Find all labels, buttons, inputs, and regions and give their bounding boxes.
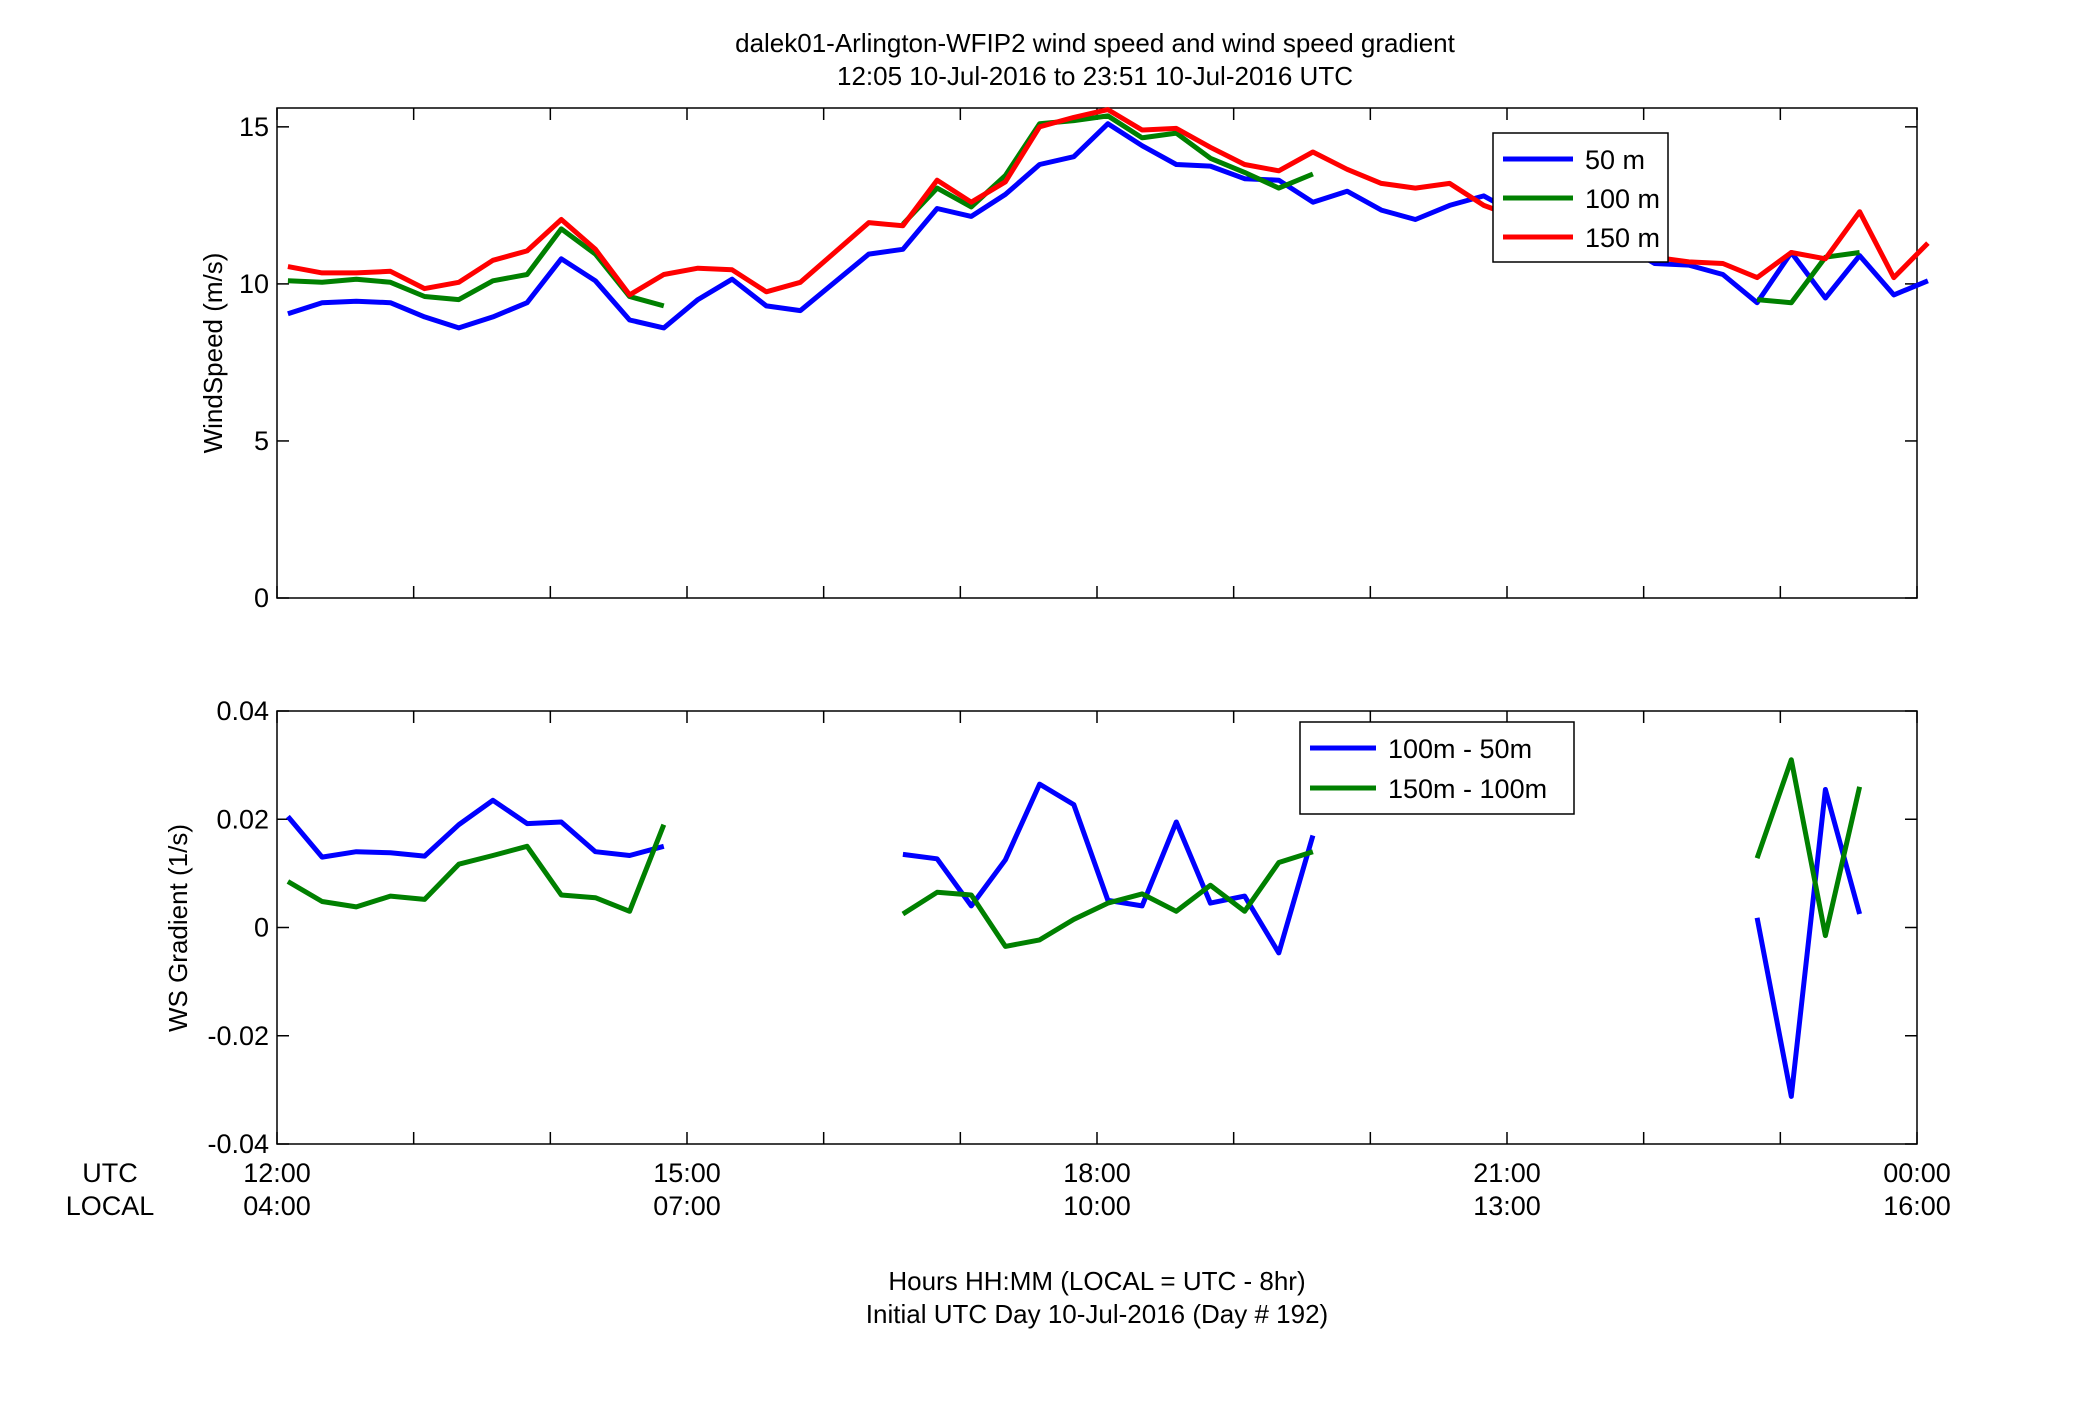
gradient-legend-box	[1299, 721, 1575, 815]
x-tick-label-local: 16:00	[1883, 1191, 1951, 1221]
gradient-legend-label: 150m - 100m	[1388, 774, 1547, 804]
x-tick-label-utc: 00:00	[1883, 1158, 1951, 1188]
x-tick-label-utc: 15:00	[653, 1158, 721, 1188]
gradient-series-150m-100m-line	[901, 849, 1314, 949]
windspeed-series-50-m-line	[287, 121, 1929, 331]
gradient-legend-label: 100m - 50m	[1388, 734, 1532, 764]
utc-row-label: UTC	[82, 1158, 138, 1188]
gradient-series-150m-100m-line	[1754, 757, 1863, 939]
x-axis-sublabel: Initial UTC Day 10-Jul-2016 (Day # 192)	[866, 1299, 1328, 1329]
x-tick-label-local: 07:00	[653, 1191, 721, 1221]
windspeed-series-100-m-line	[1756, 250, 1860, 306]
windspeed-legend-label: 100 m	[1585, 184, 1660, 214]
x-tick-label-local: 13:00	[1473, 1191, 1541, 1221]
windspeed-plot-area	[276, 107, 1918, 599]
gradient-series-150m-100m-line	[286, 823, 667, 914]
x-axis-label: Hours HH:MM (LOCAL = UTC - 8hr)	[888, 1266, 1305, 1296]
x-tick-label-local: 04:00	[243, 1191, 311, 1221]
gradient-series-100m-50m-line	[902, 781, 1316, 956]
gradient-series-100m-50m-line	[285, 797, 665, 860]
gradient-y-tick-label: -0.04	[207, 1129, 269, 1159]
windspeed-legend-label: 50 m	[1585, 145, 1645, 175]
windspeed-legend: 50 m 100 m 150 m	[1492, 132, 1669, 263]
chart-title-line2: 12:05 10-Jul-2016 to 23:51 10-Jul-2016 U…	[837, 61, 1353, 91]
gradient-y-tick-label: 0.02	[216, 804, 269, 834]
windspeed-series-100-m-line	[901, 113, 1314, 226]
gradient-y-tick-label: -0.02	[207, 1021, 269, 1051]
x-tick-label-utc: 18:00	[1063, 1158, 1131, 1188]
windspeed-legend-label: 150 m	[1585, 223, 1660, 253]
x-tick-label-utc: 12:00	[243, 1158, 311, 1188]
local-row-label: LOCAL	[66, 1191, 155, 1221]
windspeed-y-axis-label: WindSpeed (m/s)	[198, 253, 228, 454]
gradient-y-tick-label: 0.04	[216, 696, 269, 726]
gradient-y-tick-label: 0	[254, 913, 269, 943]
windspeed-series-100-m-line	[287, 226, 665, 309]
gradient-panel: -0.04 -0.02 0 0.02 0.04 WS Gradient (1/s) 10…	[163, 696, 1918, 1159]
x-tick-label-local: 10:00	[1063, 1191, 1131, 1221]
gradient-plot-area	[276, 710, 1918, 1145]
windspeed-panel: 0 5 10 15 WindSpeed (m/s) 50 m 100 m 150 m	[198, 107, 1930, 613]
chart-title-line1: dalek01-Arlington-WFIP2 wind speed and w…	[735, 28, 1456, 58]
windspeed-y-tick-label: 15	[239, 112, 269, 142]
windspeed-y-tick-label: 0	[254, 583, 269, 613]
x-tick-label-utc: 21:00	[1473, 1158, 1541, 1188]
windspeed-y-tick-label: 10	[239, 269, 269, 299]
gradient-legend: 100m - 50m 150m - 100m	[1299, 721, 1575, 815]
windspeed-y-tick-label: 5	[254, 426, 269, 456]
gradient-y-axis-label: WS Gradient (1/s)	[163, 824, 193, 1032]
